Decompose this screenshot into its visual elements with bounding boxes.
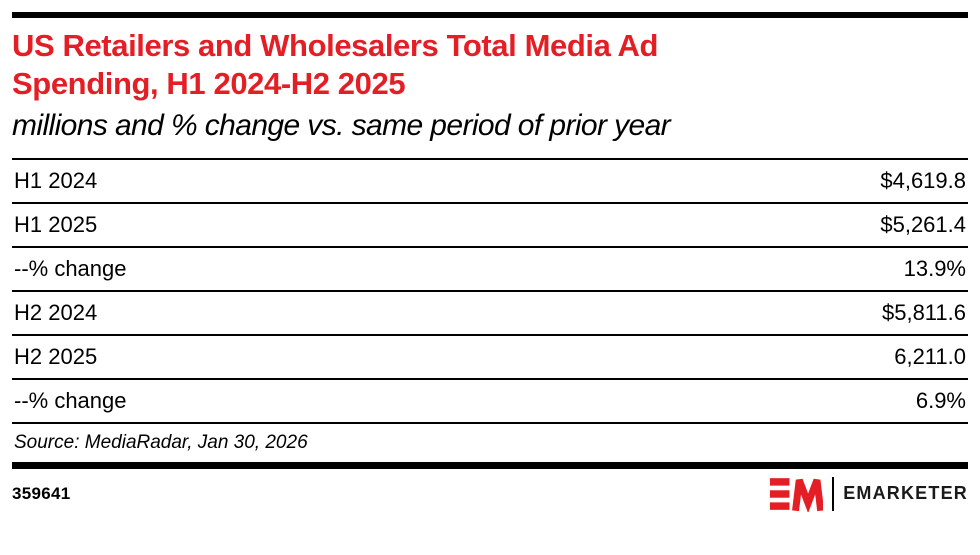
page-title-line-2: Spending, H1 2024-H2 2025	[12, 66, 406, 101]
row-value: $4,619.8	[880, 168, 966, 193]
page-title: US Retailers and Wholesalers Total Media…	[12, 27, 968, 103]
row-value: $5,261.4	[880, 212, 966, 237]
brand-wordmark: EMARKETER	[843, 483, 968, 503]
row-label: H2 2025	[14, 344, 98, 369]
top-rule	[12, 12, 968, 18]
page-subtitle: millions and % change vs. same period of…	[12, 109, 671, 142]
table-row: H2 2024 $5,811.6	[12, 292, 968, 336]
footer: 359641 EMARKETER	[12, 469, 968, 518]
source-note: Source: MediaRadar, Jan 30, 2026	[14, 432, 308, 453]
emarketer-logo: EMARKETER	[769, 476, 968, 512]
row-value: 13.9%	[903, 256, 966, 281]
row-label: H1 2024	[14, 168, 98, 193]
row-value: $5,811.6	[881, 300, 966, 325]
table-row: --% change 13.9%	[12, 248, 968, 292]
row-label: --% change	[14, 256, 127, 281]
table-row: H1 2025 $5,261.4	[12, 204, 968, 248]
table-row: --% change 6.9%	[12, 380, 968, 424]
table-row: H1 2024 $4,619.8	[12, 160, 968, 204]
row-value: 6,211.0	[894, 344, 966, 369]
page-title-line-1: US Retailers and Wholesalers Total Media…	[12, 28, 659, 63]
table-row: H2 2025 6,211.0	[12, 336, 968, 380]
chart-id: 359641	[12, 483, 71, 503]
row-label: H2 2024	[14, 300, 98, 325]
row-label: H1 2025	[14, 212, 98, 237]
row-label: --% change	[14, 388, 127, 413]
logo-divider	[832, 476, 835, 511]
chart-card: US Retailers and Wholesalers Total Media…	[0, 12, 980, 555]
row-value: 6.9%	[915, 388, 966, 413]
bottom-rule	[12, 462, 968, 469]
emarketer-monogram-icon	[770, 477, 824, 512]
data-table: H1 2024 $4,619.8 H1 2025 $5,261.4 --% change…	[12, 158, 968, 424]
